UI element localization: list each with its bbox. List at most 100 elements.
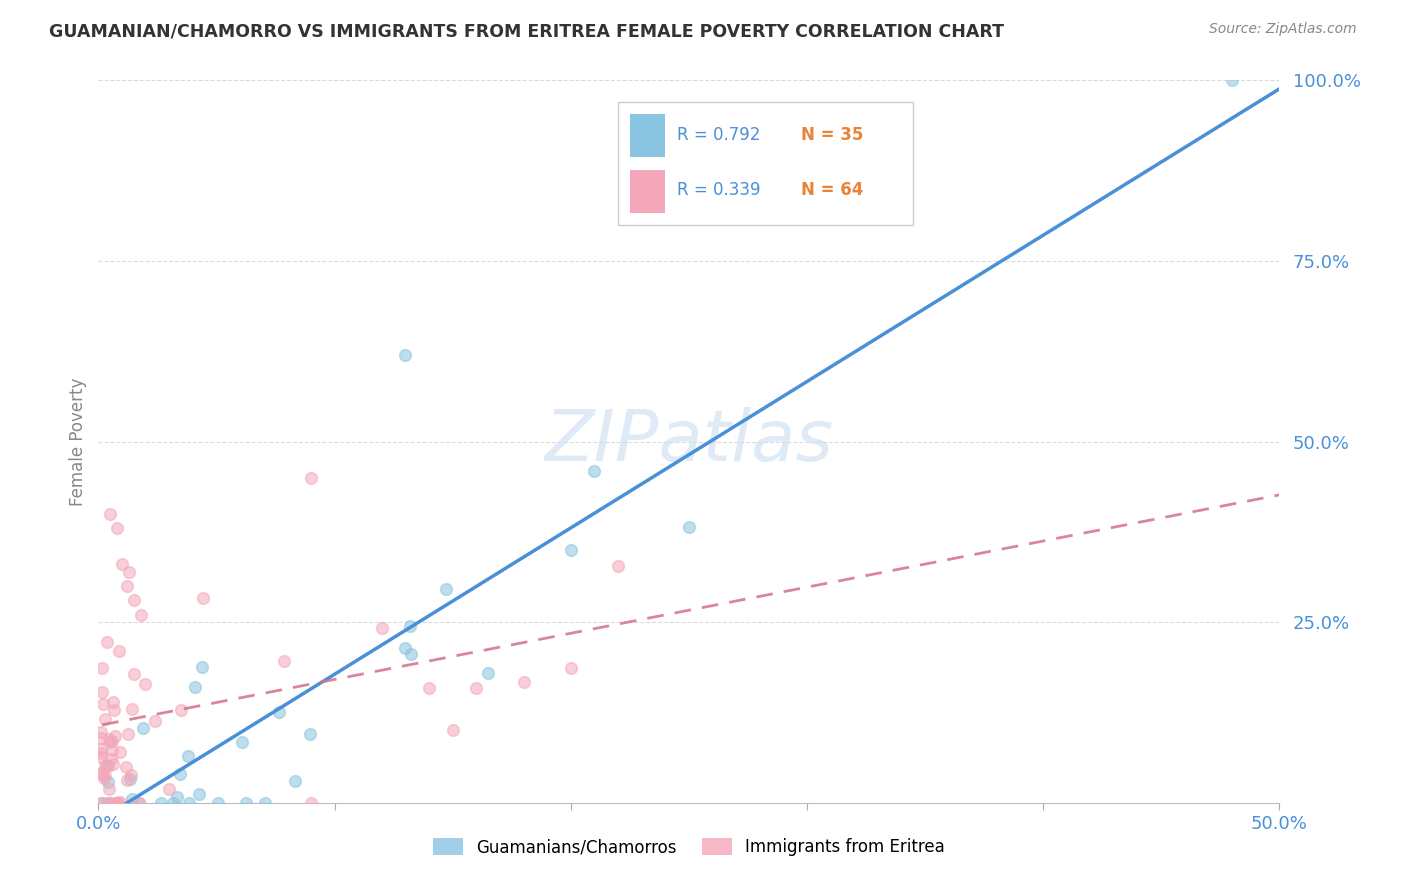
Point	[105, 796, 128, 810]
Point	[128, 796, 150, 810]
Point	[97, 781, 120, 796]
Point	[191, 591, 214, 606]
Point	[90, 731, 112, 745]
Point	[97, 731, 120, 746]
Point	[90, 725, 112, 739]
Point	[90, 685, 112, 699]
Point	[121, 702, 143, 716]
Text: Source: ZipAtlas.com: Source: ZipAtlas.com	[1209, 22, 1357, 37]
Point	[190, 660, 212, 674]
Point	[434, 582, 457, 596]
Point	[107, 644, 129, 658]
Point	[90, 796, 112, 810]
Point	[96, 757, 118, 772]
Point	[94, 712, 117, 726]
Point	[90, 747, 112, 761]
Point	[187, 787, 209, 801]
Point	[94, 758, 117, 772]
Point	[177, 748, 200, 763]
Point	[134, 677, 156, 691]
Point	[477, 666, 499, 681]
Point	[115, 579, 138, 593]
Point	[98, 507, 121, 521]
Point	[118, 565, 141, 579]
Point	[105, 521, 128, 535]
Point	[118, 772, 141, 787]
Point	[465, 681, 488, 695]
Point	[101, 757, 124, 772]
Point	[90, 661, 112, 675]
Point	[131, 721, 153, 735]
Point	[149, 796, 172, 810]
Point	[100, 796, 122, 810]
Point	[284, 773, 307, 788]
Point	[162, 796, 184, 810]
Point	[121, 792, 143, 806]
Point	[394, 640, 416, 655]
Point	[169, 767, 191, 781]
Point	[418, 681, 440, 695]
Point	[96, 796, 118, 810]
Point	[91, 766, 114, 780]
Point	[90, 766, 112, 780]
Legend: Guamanians/Chamorros, Immigrants from Eritrea: Guamanians/Chamorros, Immigrants from Er…	[426, 831, 952, 863]
Point	[177, 796, 200, 810]
Point	[91, 697, 114, 711]
Point	[90, 742, 112, 756]
Text: ZIPatlas: ZIPatlas	[544, 407, 834, 476]
Point	[129, 607, 152, 622]
Point	[169, 703, 191, 717]
Point	[104, 729, 127, 743]
Point	[90, 796, 112, 810]
Point	[512, 675, 534, 690]
Point	[560, 661, 582, 675]
Point	[207, 796, 229, 810]
Point	[441, 723, 464, 738]
Point	[120, 768, 142, 782]
Point	[157, 781, 180, 796]
Point	[111, 558, 134, 572]
Point	[166, 790, 188, 805]
Point	[299, 796, 322, 810]
Point	[560, 543, 582, 558]
Point	[117, 772, 139, 787]
Point	[273, 655, 295, 669]
Point	[298, 727, 321, 741]
Point	[100, 752, 122, 766]
Point	[124, 666, 146, 681]
Point	[607, 559, 630, 574]
Point	[96, 634, 118, 648]
Point	[100, 743, 122, 757]
Point	[235, 796, 257, 810]
Point	[93, 771, 115, 785]
Point	[117, 727, 139, 741]
Point	[122, 593, 145, 607]
Point	[101, 733, 124, 747]
Point	[399, 619, 422, 633]
Text: GUAMANIAN/CHAMORRO VS IMMIGRANTS FROM ERITREA FEMALE POVERTY CORRELATION CHART: GUAMANIAN/CHAMORRO VS IMMIGRANTS FROM ER…	[49, 22, 1004, 40]
Point	[97, 796, 120, 810]
Point	[267, 705, 290, 719]
Point	[93, 769, 115, 783]
Point	[299, 470, 322, 484]
Point	[394, 348, 416, 362]
Point	[105, 796, 128, 810]
Point	[128, 796, 150, 810]
Point	[103, 703, 125, 717]
Point	[97, 759, 120, 773]
Point	[115, 760, 138, 774]
Point	[90, 750, 112, 764]
Point	[583, 464, 606, 478]
Point	[98, 735, 121, 749]
Point	[103, 695, 125, 709]
Point	[399, 647, 422, 661]
Point	[183, 680, 205, 694]
Point	[107, 796, 129, 810]
Point	[143, 714, 166, 728]
Point	[371, 621, 394, 635]
Point	[110, 795, 132, 809]
Point	[97, 775, 120, 789]
Point	[110, 745, 132, 759]
Point	[105, 796, 128, 810]
Point	[678, 520, 700, 534]
